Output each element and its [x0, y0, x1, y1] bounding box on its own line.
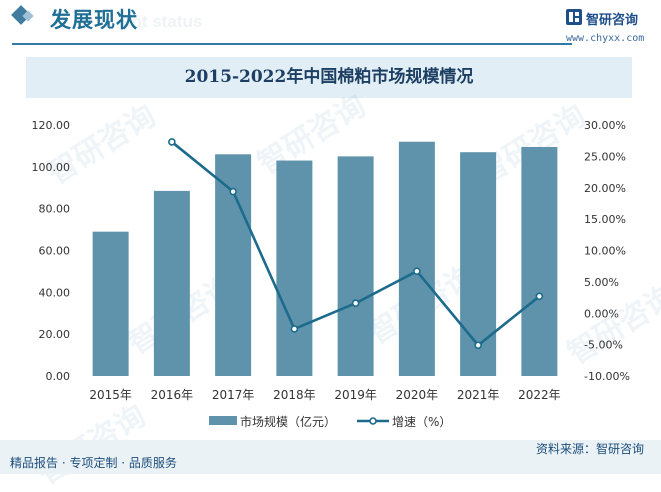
legend-bar-label: 市场规模（亿元）: [240, 415, 337, 429]
bar: [337, 156, 374, 376]
y-right-tick-label: -5.00%: [584, 339, 623, 352]
line-point: [351, 299, 360, 308]
chart-plot: 0.00 20.00 40.00 60.00 80.00 100.00 120.00 -10.…: [32, 119, 630, 402]
line-point: [535, 292, 544, 301]
x-tick-label: 2021年: [457, 388, 500, 402]
x-tick-label: 2017年: [212, 388, 255, 402]
y-left-tick-label: 20.00: [39, 328, 71, 341]
page-footer: 精品报告 · 专项定制 · 品质服务 资料来源：智研咨询: [0, 440, 661, 474]
y-right-tick-label: 10.00%: [584, 245, 626, 258]
bar: [521, 146, 558, 376]
line-point: [168, 138, 176, 146]
header-divider: [12, 43, 572, 45]
x-tick-label: 2016年: [151, 388, 194, 402]
bar: [92, 231, 129, 376]
bar: [215, 154, 252, 376]
bar: [276, 160, 313, 376]
y-right-tick-label: 25.00%: [584, 150, 626, 163]
y-left-tick-label: 120.00: [32, 119, 71, 132]
y-right-tick-label: 0.00%: [584, 307, 619, 320]
bar: [398, 141, 435, 376]
line-point: [229, 187, 237, 196]
y-left-tick-label: 0.00: [46, 370, 71, 383]
chart-title: 2015-2022年中国棉粕市场规模情况: [184, 67, 474, 87]
x-tick-label: 2022年: [518, 388, 561, 402]
y-left-tick-label: 60.00: [39, 245, 71, 258]
x-tick-label: 2015年: [89, 388, 132, 402]
y-right-tick-label: -10.00%: [584, 370, 630, 383]
x-tick-label: 2020年: [396, 388, 439, 402]
y-right-tick-label: 20.00%: [584, 182, 626, 195]
y-left-tick-label: 40.00: [39, 286, 71, 299]
bar: [153, 190, 190, 376]
y-left-tick-label: 80.00: [39, 203, 71, 216]
legend-line-swatch: [357, 417, 389, 425]
legend-bar-swatch: [209, 416, 237, 425]
footer-tagline: 精品报告 · 专项定制 · 品质服务: [10, 456, 177, 470]
line-point: [290, 325, 299, 333]
chart-title-bar: 2015-2022年中国棉粕市场规模情况: [26, 57, 632, 98]
footer-source: 资料来源：智研咨询: [536, 442, 645, 456]
y-right-tick-label: 5.00%: [584, 276, 619, 289]
y-left-tick-label: 100.00: [32, 161, 71, 174]
bar: [460, 152, 497, 376]
legend-line-label: 增速（%）: [392, 415, 452, 429]
x-tick-label: 2018年: [273, 388, 316, 402]
brand-url: www.chyxx.com: [566, 33, 645, 44]
line-point: [474, 341, 482, 350]
page-header: ent status 发展现状: [0, 0, 661, 40]
y-right-tick-label: 30.00%: [584, 119, 626, 132]
y-right-tick-label: 15.00%: [584, 213, 626, 226]
brand-name: 智研咨询: [586, 13, 639, 28]
section-title: 发展现状: [50, 8, 138, 32]
header-watermark-text: ent status: [122, 12, 203, 31]
x-tick-label: 2019年: [334, 388, 377, 402]
line-point: [413, 267, 421, 276]
brand-logo-icon: [566, 9, 582, 25]
chart-legend: 市场规模（亿元） 增速（%）: [0, 412, 661, 432]
